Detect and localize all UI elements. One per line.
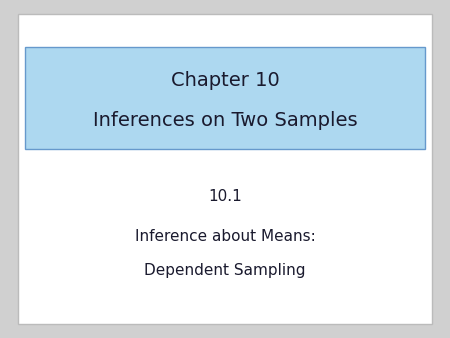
Bar [25, 47, 425, 149]
Text: 10.1: 10.1 [208, 189, 242, 203]
Text: Inference about Means:: Inference about Means: [135, 229, 315, 244]
Text: Chapter 10: Chapter 10 [171, 71, 279, 90]
Text: Dependent Sampling: Dependent Sampling [144, 263, 306, 278]
Text: Inferences on Two Samples: Inferences on Two Samples [93, 111, 357, 130]
